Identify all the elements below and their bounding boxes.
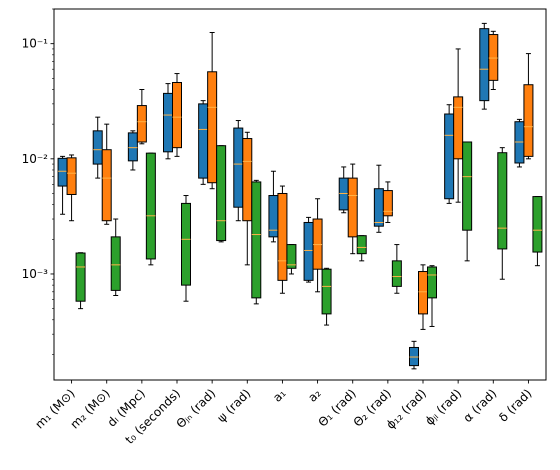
box-body [172, 81, 182, 149]
box-0-3 [163, 83, 173, 160]
box-series-group [57, 22, 543, 370]
box-1-8 [347, 163, 358, 255]
y-tick-label: 10⁻³ [22, 267, 49, 281]
box-body [321, 268, 332, 315]
box-body [453, 96, 464, 160]
box-body [338, 177, 349, 211]
box-body [488, 34, 499, 81]
box-1-9 [382, 181, 393, 223]
box-body [127, 132, 138, 162]
box-0-7 [303, 216, 314, 283]
box-body [251, 181, 262, 299]
box-0-1 [92, 116, 103, 179]
box-body [391, 260, 402, 287]
box-2-5 [251, 179, 262, 305]
box-body [92, 130, 103, 165]
y-tick-label: 10⁻² [22, 152, 49, 166]
box-2-4 [216, 145, 227, 243]
box-1-6 [277, 185, 288, 294]
box-2-1 [110, 218, 121, 297]
box-1-7 [312, 198, 323, 293]
box-body [356, 235, 367, 255]
box-2-7 [321, 267, 332, 326]
box-body [444, 113, 455, 200]
box-1-12 [488, 30, 499, 90]
box-body [427, 266, 437, 299]
box-2-6 [286, 244, 297, 275]
box-body [418, 271, 428, 315]
box-body [136, 105, 147, 143]
box-body [286, 244, 297, 269]
box-1-4 [207, 32, 218, 190]
plot-frame [53, 8, 547, 381]
box-2-11 [462, 141, 473, 262]
box-body [462, 141, 473, 231]
box-body [277, 192, 288, 281]
box-body [145, 152, 156, 260]
box-2-0 [75, 252, 86, 310]
box-1-5 [242, 131, 253, 266]
box-body [110, 236, 121, 291]
box-0-9 [373, 164, 384, 233]
box-0-2 [127, 130, 138, 171]
box-2-10 [427, 265, 437, 327]
box-body [233, 127, 244, 208]
box-0-4 [198, 100, 209, 185]
box-2-13 [532, 196, 543, 267]
box-0-10 [409, 340, 419, 370]
box-2-8 [356, 235, 367, 262]
box-1-1 [101, 123, 112, 225]
box-body [532, 196, 543, 253]
box-body [66, 157, 77, 195]
box-body [163, 92, 173, 153]
box-body [207, 71, 218, 184]
box-2-9 [391, 244, 402, 294]
box-body [303, 221, 314, 281]
box-1-11 [453, 48, 464, 203]
box-body [242, 138, 253, 222]
box-0-5 [233, 120, 244, 222]
box-body [373, 188, 384, 227]
box-body [497, 152, 508, 250]
box-0-11 [444, 104, 455, 204]
box-body [101, 149, 112, 222]
box-1-2 [136, 88, 147, 145]
box-0-13 [514, 118, 525, 168]
box-body [75, 252, 86, 302]
box-body [523, 84, 534, 157]
box-body [479, 28, 490, 102]
box-2-3 [181, 195, 191, 302]
box-0-12 [479, 22, 490, 110]
box-body [382, 190, 393, 217]
box-1-3 [172, 73, 182, 157]
box-body [198, 103, 209, 179]
y-tick-label: 10⁻¹ [22, 37, 49, 51]
box-1-13 [523, 53, 534, 160]
box-2-12 [497, 147, 508, 280]
box-body [181, 202, 191, 286]
box-body [57, 157, 68, 187]
box-2-2 [145, 152, 156, 266]
box-1-0 [66, 154, 77, 222]
box-1-10 [418, 264, 428, 330]
box-body [216, 145, 227, 242]
box-body [347, 177, 358, 238]
